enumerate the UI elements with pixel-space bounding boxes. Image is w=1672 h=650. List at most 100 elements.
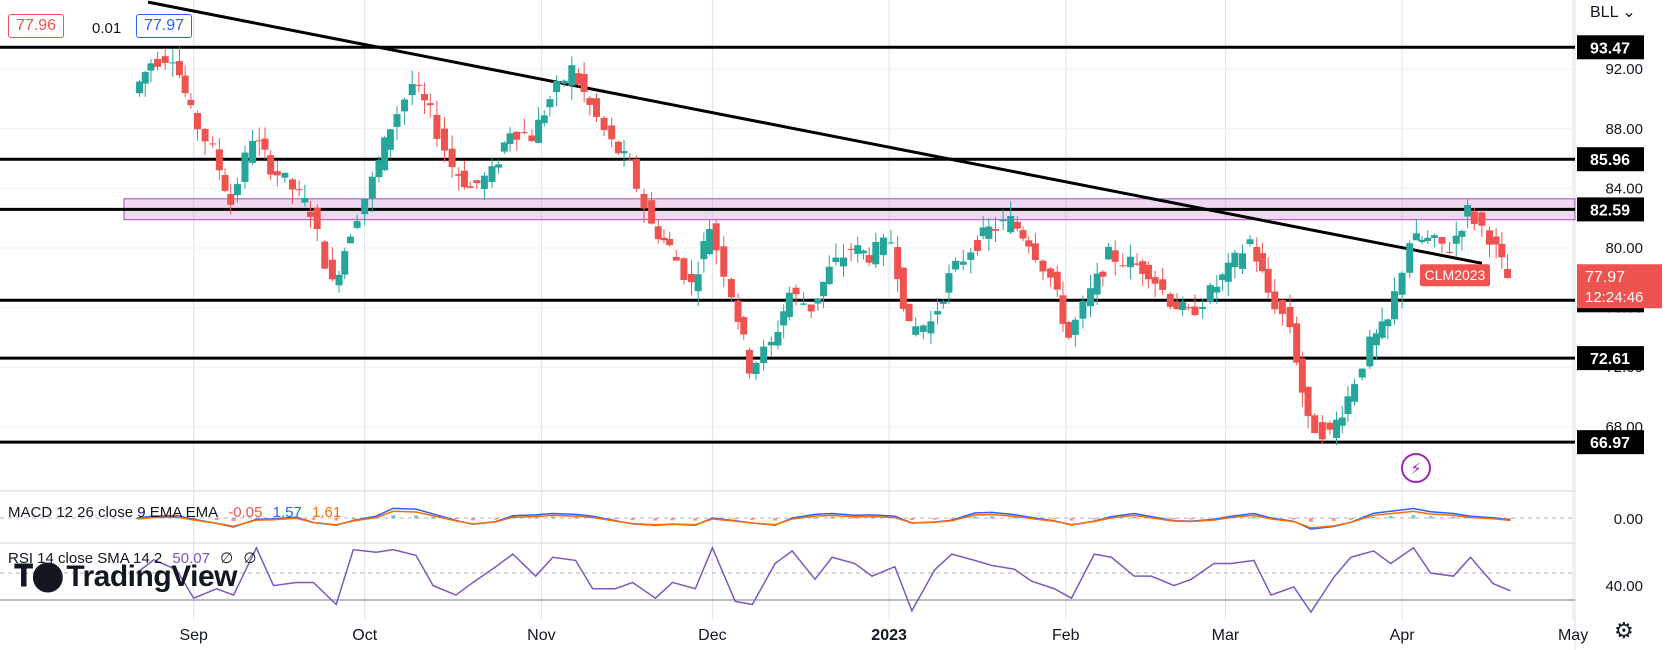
macd-hist-bar <box>391 515 396 519</box>
lightning-icon-glyph: ⚡ <box>1410 459 1421 478</box>
candle-body <box>1105 246 1113 260</box>
candle-body <box>985 226 993 239</box>
candle-body <box>800 303 808 305</box>
candle-body <box>1133 263 1141 265</box>
candle-body <box>854 245 862 254</box>
candle-body <box>1406 243 1414 273</box>
candle-body <box>187 99 195 106</box>
macd-hist-bar <box>1092 518 1097 520</box>
rsi-legend[interactable]: RSI 14 close SMA 14 2 50.07 ∅ ∅ <box>8 549 262 567</box>
candle-body <box>1286 306 1294 328</box>
x-tick-label: Feb <box>1052 627 1080 644</box>
macd-hist-bar <box>773 518 778 521</box>
candle-body <box>887 242 895 244</box>
candle-body <box>1019 230 1027 239</box>
candle-body <box>1139 261 1147 274</box>
candle-body <box>1258 253 1266 272</box>
candle-body <box>727 279 735 298</box>
candle-body <box>289 179 296 190</box>
candle-body <box>1418 239 1426 243</box>
candle-body <box>368 176 376 199</box>
candle-body <box>1126 256 1134 268</box>
bid-price[interactable]: 77.96 <box>8 14 65 38</box>
candle-body <box>386 129 394 150</box>
candle-body <box>1025 240 1033 247</box>
candle-body <box>912 326 920 335</box>
candle-body <box>495 164 503 168</box>
candle-body <box>301 198 309 203</box>
candle-body <box>426 103 434 106</box>
candle-body <box>1053 271 1061 290</box>
macd-hist-bar <box>1331 518 1336 522</box>
candle-body <box>361 198 369 215</box>
candle-body <box>666 239 674 246</box>
candle-body <box>500 142 508 152</box>
candle-body <box>820 281 828 297</box>
level-tag-label: 93.47 <box>1590 40 1630 57</box>
candle-body <box>1446 251 1454 253</box>
candle-body <box>1059 295 1067 324</box>
candle-body <box>433 114 441 139</box>
candle-body <box>712 223 720 251</box>
candle-body <box>141 72 149 84</box>
candle-body <box>473 180 481 184</box>
rsi-label: RSI 14 close SMA 14 2 <box>8 550 163 567</box>
macd-hist-bar <box>972 516 977 519</box>
candle-body <box>919 325 927 332</box>
candle-body <box>1166 293 1174 307</box>
candle-body <box>154 58 162 67</box>
candle-body <box>1099 271 1107 277</box>
macd-hist-bar <box>533 517 538 519</box>
macd-hist-bar <box>733 518 738 520</box>
macd-hist-bar <box>1411 515 1416 519</box>
macd-hist-bar <box>949 518 954 520</box>
candle-body <box>600 117 608 131</box>
candle-body <box>706 229 714 255</box>
candle-body <box>1007 216 1015 233</box>
candle-body <box>1424 237 1432 241</box>
candle-body <box>460 170 468 188</box>
ask-price[interactable]: 77.97 <box>136 14 193 38</box>
candle-body <box>535 119 543 143</box>
candle-body <box>381 137 389 171</box>
candle-body <box>1151 277 1159 284</box>
candle-body <box>785 292 793 318</box>
price-tag-bg <box>1577 264 1662 309</box>
candle-body <box>1351 384 1359 402</box>
candle-body <box>513 131 521 140</box>
macd-hist-bar <box>311 518 316 520</box>
macd-hist-value: -0.05 <box>228 504 263 521</box>
candle-body <box>1298 358 1306 393</box>
candle-body <box>1087 288 1094 307</box>
macd-hist-bar <box>1212 518 1216 519</box>
candle-body <box>1318 422 1326 440</box>
rsi-axis-label: 40.00 <box>1605 578 1643 595</box>
candle-body <box>1206 285 1214 302</box>
candles <box>136 46 1512 446</box>
x-tick-label: Mar <box>1212 627 1240 644</box>
trendline <box>147 0 1483 265</box>
candle-body <box>680 258 688 280</box>
candle-body <box>328 259 336 280</box>
macd-legend[interactable]: MACD 12 26 close 9 EMA EMA -0.05 1.57 1.… <box>8 504 347 521</box>
candle-body <box>313 207 321 229</box>
candle-body <box>1159 279 1167 290</box>
candle-body <box>221 175 229 191</box>
candle-body <box>1412 233 1420 241</box>
candle-body <box>1224 262 1232 282</box>
candle-body <box>1358 368 1366 378</box>
gear-icon[interactable]: ⚙ <box>1614 618 1634 643</box>
candle-body <box>1173 301 1181 310</box>
price-tag-label: 77.97 <box>1585 269 1625 286</box>
price-axis-bg <box>1575 0 1672 650</box>
y-tick-label: 88.00 <box>1605 121 1643 138</box>
candle-body <box>967 252 975 260</box>
candle-body <box>1031 243 1039 261</box>
candle-body <box>307 211 315 217</box>
currency-selector[interactable]: BLL ⌄ <box>1590 2 1636 22</box>
candle-body <box>1111 250 1119 262</box>
x-tick-label: 2023 <box>871 627 907 644</box>
macd-hist-bar <box>431 516 436 519</box>
macd-hist-bar <box>813 516 817 519</box>
